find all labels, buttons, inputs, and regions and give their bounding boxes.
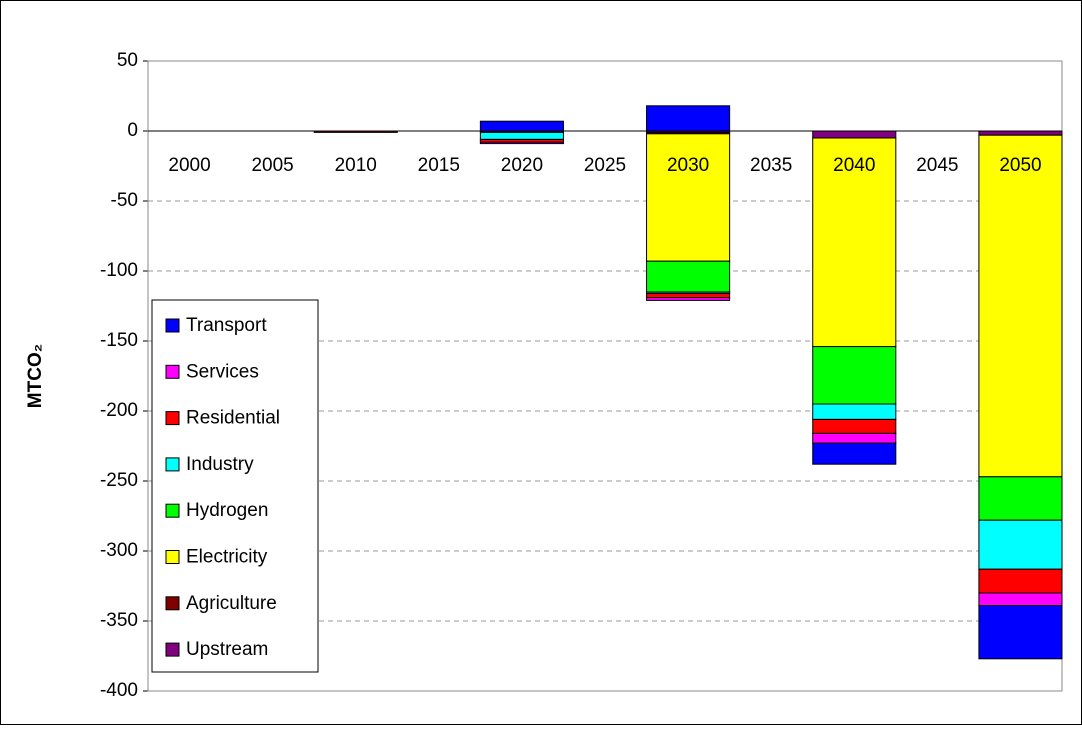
x-tick-label: 2025 <box>584 155 626 176</box>
bar-segment <box>646 297 731 301</box>
y-axis-label: MTCO₂ <box>25 344 46 408</box>
legend-label: Electricity <box>186 547 268 568</box>
x-tick-label: 2015 <box>418 155 460 176</box>
legend-swatch <box>165 550 180 564</box>
legend-swatch <box>165 318 180 333</box>
bar-segment <box>978 476 1063 521</box>
y-tick-label: 50 <box>117 50 138 71</box>
bar-segment <box>313 130 398 133</box>
bar-segment <box>479 131 564 140</box>
legend-label: Upstream <box>186 639 268 660</box>
y-tick-label: -250 <box>100 470 138 491</box>
legend-label: Hydrogen <box>186 500 268 521</box>
y-tick-label: -150 <box>100 330 138 351</box>
bar-segment <box>978 605 1063 660</box>
legend-label: Services <box>186 361 259 382</box>
x-tick-label: 2010 <box>335 155 377 176</box>
bar-segment <box>978 519 1063 570</box>
y-tick-label: -400 <box>100 680 138 701</box>
x-tick-label: 2035 <box>750 155 792 176</box>
legend-box <box>151 299 319 673</box>
y-tick-label: -300 <box>100 540 138 561</box>
y-tick-label: -350 <box>100 610 138 631</box>
legend-label: Transport <box>186 315 267 336</box>
legend-label: Residential <box>186 408 280 429</box>
y-tick-label: -200 <box>100 400 138 421</box>
legend-swatch <box>165 364 180 379</box>
bar-segment <box>479 141 564 145</box>
bar-segment <box>812 130 897 139</box>
legend-swatch <box>165 642 180 657</box>
bar-segment <box>812 418 897 434</box>
bar-segment <box>646 133 731 262</box>
y-tick-label: -100 <box>100 260 138 281</box>
x-tick-label: 2020 <box>501 155 543 176</box>
bar-segment <box>479 120 564 132</box>
bar-segment <box>978 568 1063 594</box>
bar-segment <box>978 592 1063 607</box>
bar-segment <box>646 292 731 299</box>
x-tick-label: 2005 <box>251 155 293 176</box>
x-tick-label: 2040 <box>833 155 875 176</box>
legend-swatch <box>165 411 180 426</box>
bar-segment <box>812 442 897 465</box>
legend-label: Agriculture <box>186 593 277 614</box>
bar-segment <box>646 260 731 293</box>
bar-segment <box>812 346 897 405</box>
legend-label: Industry <box>186 454 254 475</box>
bar-segment <box>812 403 897 420</box>
bar-segment <box>978 130 1063 136</box>
bar-segment <box>646 105 731 132</box>
bar-segment <box>978 134 1063 478</box>
x-tick-label: 2045 <box>916 155 958 176</box>
legend-swatch <box>165 596 180 611</box>
x-tick-label: 2030 <box>667 155 709 176</box>
y-tick-label: -50 <box>111 190 138 211</box>
y-tick-label: 0 <box>127 120 138 141</box>
legend-swatch <box>165 503 180 518</box>
x-tick-label: 2000 <box>168 155 210 176</box>
x-tick-label: 2050 <box>999 155 1041 176</box>
bar-segment <box>812 432 897 444</box>
legend-swatch <box>165 457 180 472</box>
